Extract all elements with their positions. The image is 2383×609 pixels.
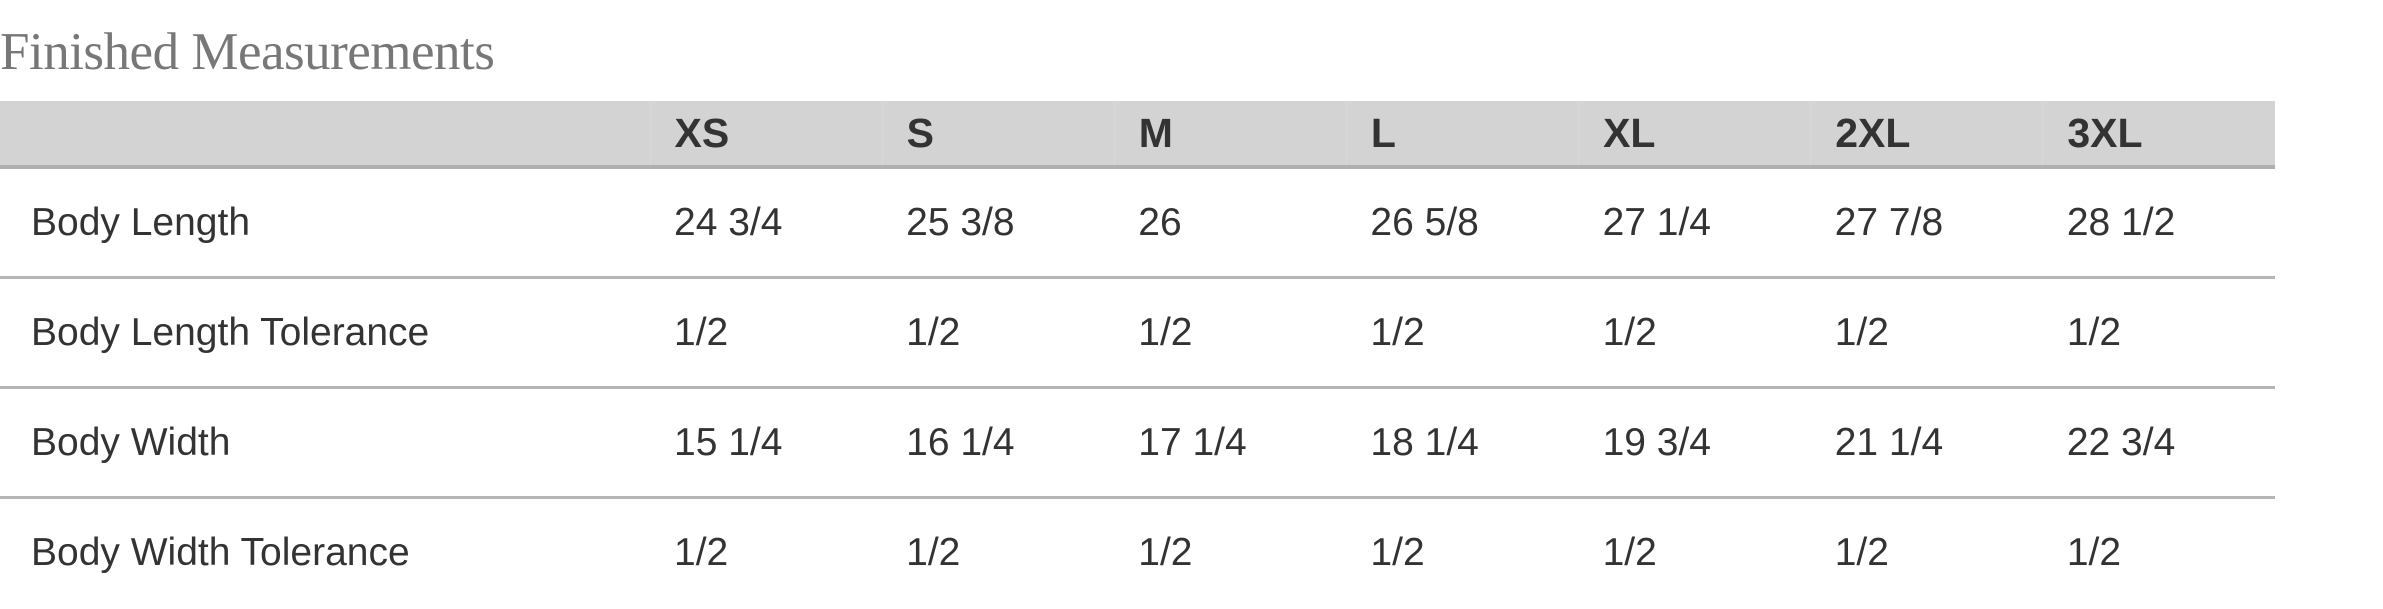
measurement-cell: 21 1/4 (1810, 387, 2043, 499)
measurement-cell: 19 3/4 (1578, 387, 1811, 499)
measurement-cell: 17 1/4 (1114, 387, 1347, 499)
measurement-cell: 1/2 (1138, 530, 1193, 574)
measurement-cell: 28 1/2 (2042, 167, 2275, 279)
header-cell-size: M (1113, 101, 1347, 169)
measurement-cell: 1/2 (2042, 277, 2275, 389)
measurement-cell: 1/2 (1346, 277, 1579, 389)
measurement-cell: 26 5/8 (1346, 167, 1579, 279)
page-title: Finished Measurements (0, 23, 495, 81)
header-cell-size: 3XL (2042, 101, 2275, 169)
row-label: Body Width (0, 387, 650, 499)
measurement-cell: 15 1/4 (650, 387, 883, 499)
row-label: Body Width Tolerance (31, 530, 410, 574)
header-cell-size: S (881, 101, 1115, 169)
measurement-cell: 16 1/4 (882, 387, 1115, 499)
row-label: Body Length Tolerance (0, 277, 650, 389)
measurement-cell: 24 3/4 (650, 167, 883, 279)
measurement-cell: 1/2 (674, 530, 729, 574)
measurement-cell: 1/2 (2066, 530, 2122, 574)
header-cell-size: L (1345, 101, 1579, 169)
measurement-cell: 18 1/4 (1346, 387, 1579, 499)
measurement-cell: 1/2 (1810, 277, 2043, 389)
measurement-cell: 1/2 (882, 277, 1115, 389)
table-row: Body Length 24 3/4 25 3/8 26 26 5/8 27 1/4 27 … (0, 167, 2275, 279)
measurement-cell: 1/2 (906, 530, 961, 574)
measurement-cell: 27 1/4 (1578, 167, 1811, 279)
table-row: Body Width 15 1/4 16 1/4 17 1/4 18 1/4 19 3/4… (0, 387, 2275, 499)
measurement-cell: 1/2 (650, 277, 883, 389)
measurement-cell: 26 (1114, 167, 1347, 279)
measurement-cell: 1/2 (1114, 277, 1347, 389)
header-cell-empty (0, 101, 650, 169)
measurement-cell: 27 7/8 (1810, 167, 2043, 279)
header-row: XS S M L XL 2XL 3XL (0, 101, 2275, 169)
measurement-cell: 1/2 (1370, 530, 1425, 574)
row-label: Body Length (0, 167, 650, 279)
measurement-cell: 1/2 (1578, 277, 1811, 389)
measurements-table: XS S M L XL 2XL 3XL Body Length 24 3/4 25 3/8 26 2… (0, 101, 2275, 606)
table-row: Body Length Tolerance 1/2 1/2 1/2 1/2 1/2 1/2 1… (0, 277, 2275, 389)
header-cell-size: XL (1578, 101, 1811, 169)
header-cell-size: 2XL (1810, 101, 2043, 169)
table-row: Body Width Tolerance 1/2 1/2 1/2 1/2 1/2 1/2 1/… (0, 498, 2275, 607)
measurement-cell: 1/2 (1602, 530, 1657, 574)
measurement-cell: 25 3/8 (882, 167, 1115, 279)
measurement-cell: 1/2 (1834, 530, 1889, 574)
header-cell-size: XS (649, 101, 883, 169)
measurement-cell: 22 3/4 (2042, 387, 2275, 499)
